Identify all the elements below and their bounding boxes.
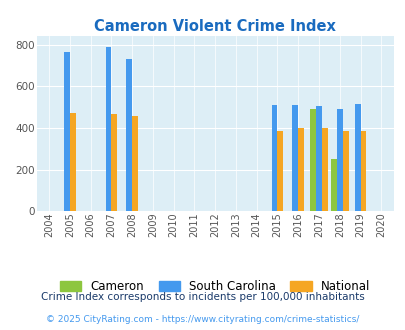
Text: Crime Index corresponds to incidents per 100,000 inhabitants: Crime Index corresponds to incidents per… [41, 292, 364, 302]
Bar [126, 59, 132, 211]
Bar [132, 116, 138, 211]
Bar [309, 109, 315, 211]
Bar [321, 128, 327, 211]
Bar [105, 47, 111, 211]
Bar [70, 113, 75, 211]
Bar [330, 159, 336, 211]
Legend: Cameron, South Carolina, National: Cameron, South Carolina, National [56, 277, 373, 297]
Bar [336, 109, 342, 211]
Bar [292, 105, 298, 211]
Bar [342, 131, 347, 211]
Bar [354, 104, 360, 211]
Text: © 2025 CityRating.com - https://www.cityrating.com/crime-statistics/: © 2025 CityRating.com - https://www.city… [46, 315, 359, 324]
Bar [111, 114, 117, 211]
Bar [64, 52, 70, 211]
Bar [298, 128, 303, 211]
Bar [271, 105, 277, 211]
Bar [315, 106, 321, 211]
Bar [277, 131, 283, 211]
Bar [360, 131, 365, 211]
Title: Cameron Violent Crime Index: Cameron Violent Crime Index [94, 19, 335, 34]
